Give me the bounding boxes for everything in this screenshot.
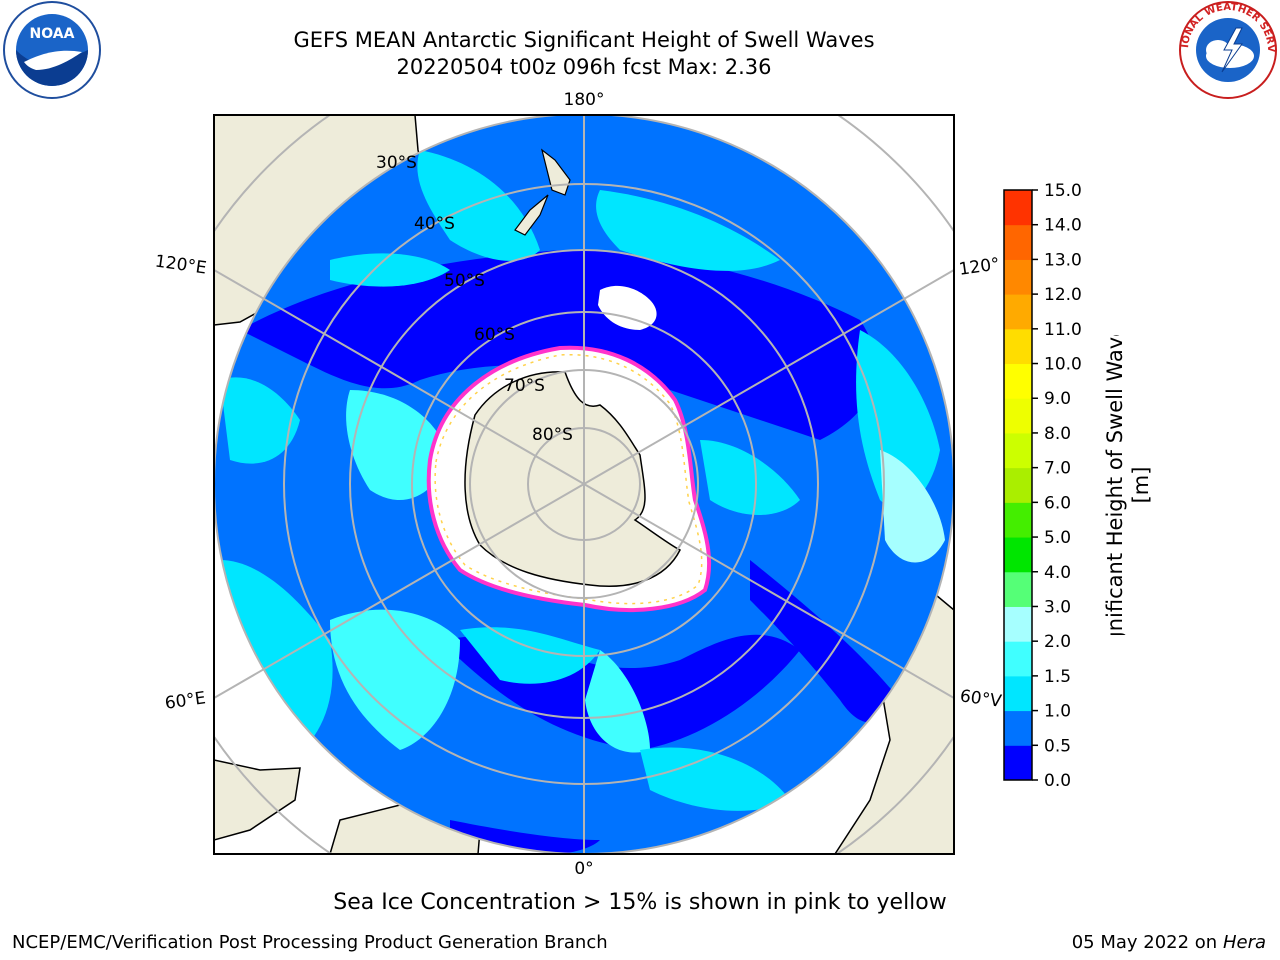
colorbar-tick-label: 15.0 [1044, 181, 1082, 201]
colorbar-tick-label: 1.5 [1044, 667, 1071, 687]
colorbar-tick-label: 12.0 [1044, 285, 1082, 305]
colorbar-tick-label: 0.5 [1044, 736, 1071, 756]
colorbar-segment [1004, 745, 1032, 781]
colorbar-label-line2: [m] [1129, 467, 1153, 504]
colorbar-tick-label: 2.0 [1044, 632, 1071, 652]
colorbar-tick-label: 3.0 [1044, 597, 1071, 617]
colorbar-segment [1004, 363, 1032, 399]
run-date: 05 May 2022 on Hera [1072, 932, 1266, 953]
date-text: 05 May 2022 on [1071, 932, 1218, 953]
colorbar-segment [1004, 190, 1032, 226]
machine-name: Hera [1222, 932, 1266, 953]
colorbar-tick-label: 7.0 [1044, 459, 1071, 479]
colorbar-segment [1004, 259, 1032, 295]
colorbar-segment [1004, 571, 1032, 607]
colorbar-segment [1004, 328, 1032, 365]
noaa-logo: NOAA [3, 1, 101, 99]
meridian-label-right-upper: 120° [958, 254, 1001, 280]
colorbar-segment [1004, 641, 1032, 677]
colorbar-segment [1004, 224, 1032, 260]
colorbar-tick-label: 9.0 [1044, 389, 1071, 409]
colorbar-tick-label: 13.0 [1044, 250, 1082, 270]
colorbar-tick-label: 14.0 [1044, 216, 1082, 236]
latitude-label-40: 40°S [414, 214, 455, 234]
latitude-label-30: 30°S [376, 153, 417, 173]
meridian-label-bottom: 0° [574, 859, 593, 879]
colorbar-label: Significant Height of Swell Waves [m] [1103, 335, 1153, 635]
colorbar-tick-label: 8.0 [1044, 424, 1071, 444]
credit-text: NCEP/EMC/Verification Post Processing Pr… [12, 932, 608, 953]
colorbar: 0.0 0.5 1.0 1.5 2.0 3.0 4.0 5.0 6.0 7.0 8.0 9.0 10.0… [1003, 181, 1082, 791]
nws-logo: NATIONAL WEATHER SERVICE [1176, 0, 1277, 99]
antarctica [426, 345, 712, 612]
colorbar-segment [1004, 398, 1032, 434]
colorbar-segment [1004, 537, 1032, 573]
colorbar-label-line1: Significant Height of Swell Waves [1103, 335, 1127, 635]
colorbar-segment [1004, 606, 1032, 642]
meridian-label-top: 180° [564, 90, 605, 110]
colorbar-tick-label: 1.0 [1044, 702, 1071, 722]
colorbar-border [1003, 189, 1033, 781]
colorbar-segment [1004, 467, 1032, 503]
colorbar-tick-label: 11.0 [1044, 320, 1082, 340]
colorbar-segment [1004, 710, 1032, 746]
meridian-label-left-lower: 60°E [164, 688, 207, 713]
map-frame [213, 114, 955, 855]
chart-title: GEFS MEAN Antarctic Significant Height o… [293, 28, 875, 52]
svg-text:Significant Height of Swell Wa: Significant Height of Swell Waves [m] [1103, 335, 1153, 635]
sea-ice-note: Sea Ice Concentration > 15% is shown in … [333, 890, 947, 915]
colorbar-tick-label: 6.0 [1044, 493, 1071, 513]
colorbar-segment [1004, 294, 1032, 330]
colorbar-tick-label: 10.0 [1044, 355, 1082, 375]
colorbar-segment [1004, 675, 1032, 712]
colorbar-segment [1004, 502, 1032, 538]
colorbar-tick-label: 5.0 [1044, 528, 1071, 548]
colorbar-tick-label: 4.0 [1044, 563, 1071, 583]
forecast-subtitle: 20220504 t00z 096h fcst Max: 2.36 [396, 55, 772, 79]
latitude-label-60: 60°S [474, 325, 515, 345]
latitude-label-70: 70°S [504, 376, 545, 396]
latitude-label-80: 80°S [532, 425, 573, 445]
meridian-label-left-upper: 120°E [154, 252, 208, 279]
meridian-label-right-lower: 60°V [959, 686, 1004, 712]
latitude-label-50: 50°S [444, 271, 485, 291]
meridian-lines [214, 115, 954, 854]
colorbar-segment [1004, 432, 1032, 469]
colorbar-tick-label: 0.0 [1044, 771, 1071, 791]
noaa-logo-text: NOAA [30, 26, 75, 42]
